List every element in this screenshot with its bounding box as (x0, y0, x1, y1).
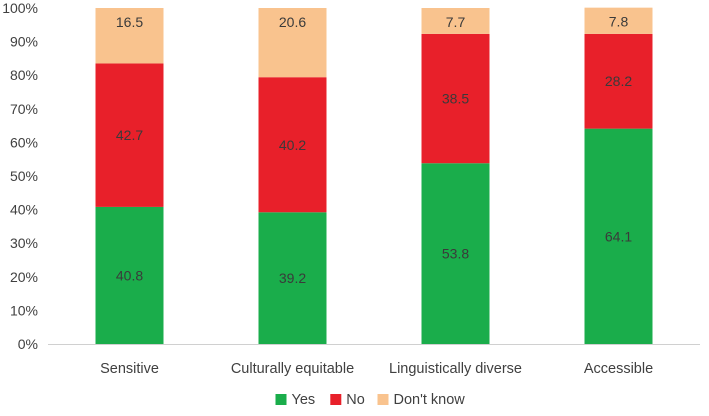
legend-swatch-yes (275, 394, 287, 405)
bar-segment-yes (421, 163, 490, 344)
bar-segment-no (258, 77, 327, 213)
y-tick-label: 70% (10, 101, 38, 117)
bar-segment-no (95, 63, 164, 207)
bar-segment-yes (584, 128, 653, 344)
data-labels: 40.8 42.7 16.5 39.2 40.2 20.6 53.8 38.5 7.7 64.1 2… (116, 14, 632, 286)
y-tick-label: 10% (10, 302, 38, 318)
data-label: 20.6 (279, 14, 306, 30)
y-tick-label: 0% (18, 336, 38, 352)
y-tick-label: 20% (10, 269, 38, 285)
bar-segment-don-t-know (258, 8, 327, 78)
bar-segment-don-t-know (95, 8, 164, 64)
x-category-label: Accessible (584, 361, 653, 377)
bar-segment-don-t-know (421, 8, 490, 34)
legend-label: Don't know (394, 392, 466, 408)
data-label: 28.2 (605, 73, 632, 89)
data-label: 7.7 (446, 14, 466, 30)
data-label: 7.8 (609, 14, 629, 30)
data-label: 16.5 (116, 14, 143, 30)
data-label: 64.1 (605, 228, 632, 244)
bar-segment-no (584, 33, 653, 129)
legend-swatch-no (330, 394, 342, 405)
bar-segment-yes (95, 206, 164, 344)
y-tick-label: 80% (10, 67, 38, 83)
x-category-label: Linguistically diverse (389, 361, 522, 377)
x-category-label: Sensitive (100, 361, 159, 377)
y-axis: 0% 10% 20% 30% 40% 50% 60% 70% 80% 90% 100% (2, 0, 38, 352)
bar-segment-no (421, 33, 490, 164)
y-tick-label: 50% (10, 168, 38, 184)
bar-segment-yes (258, 212, 327, 344)
bar-segment-don-t-know (584, 7, 653, 34)
legend-label: Yes (292, 392, 316, 408)
y-tick-label: 30% (10, 235, 38, 251)
data-label: 40.2 (279, 137, 306, 153)
y-tick-label: 60% (10, 134, 38, 150)
y-tick-label: 100% (2, 0, 38, 16)
data-label: 53.8 (442, 246, 469, 262)
x-axis: Sensitive Culturally equitable Linguistica… (48, 344, 700, 377)
legend: Yes No Don't know (275, 392, 466, 408)
legend-swatch-don-t-know (377, 394, 389, 405)
data-label: 38.5 (442, 91, 469, 107)
y-tick-label: 40% (10, 202, 38, 218)
data-label: 42.7 (116, 127, 143, 143)
y-tick-label: 90% (10, 34, 38, 50)
bars (95, 7, 653, 344)
legend-label: No (346, 392, 365, 408)
x-category-label: Culturally equitable (231, 361, 354, 377)
data-label: 39.2 (279, 270, 306, 286)
data-label: 40.8 (116, 267, 143, 283)
